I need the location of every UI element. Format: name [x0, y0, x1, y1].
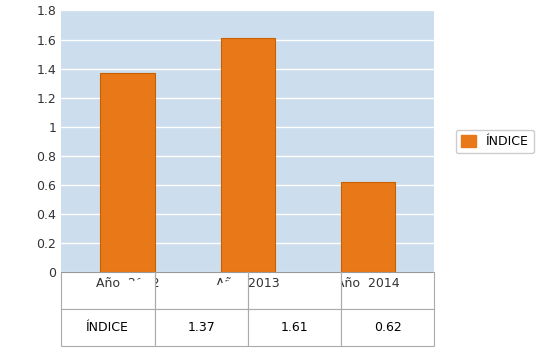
Bar — [100, 73, 155, 272]
Bar — [221, 38, 275, 272]
Legend: ÍNDICE: ÍNDICE — [456, 130, 534, 153]
Bar — [341, 182, 395, 272]
